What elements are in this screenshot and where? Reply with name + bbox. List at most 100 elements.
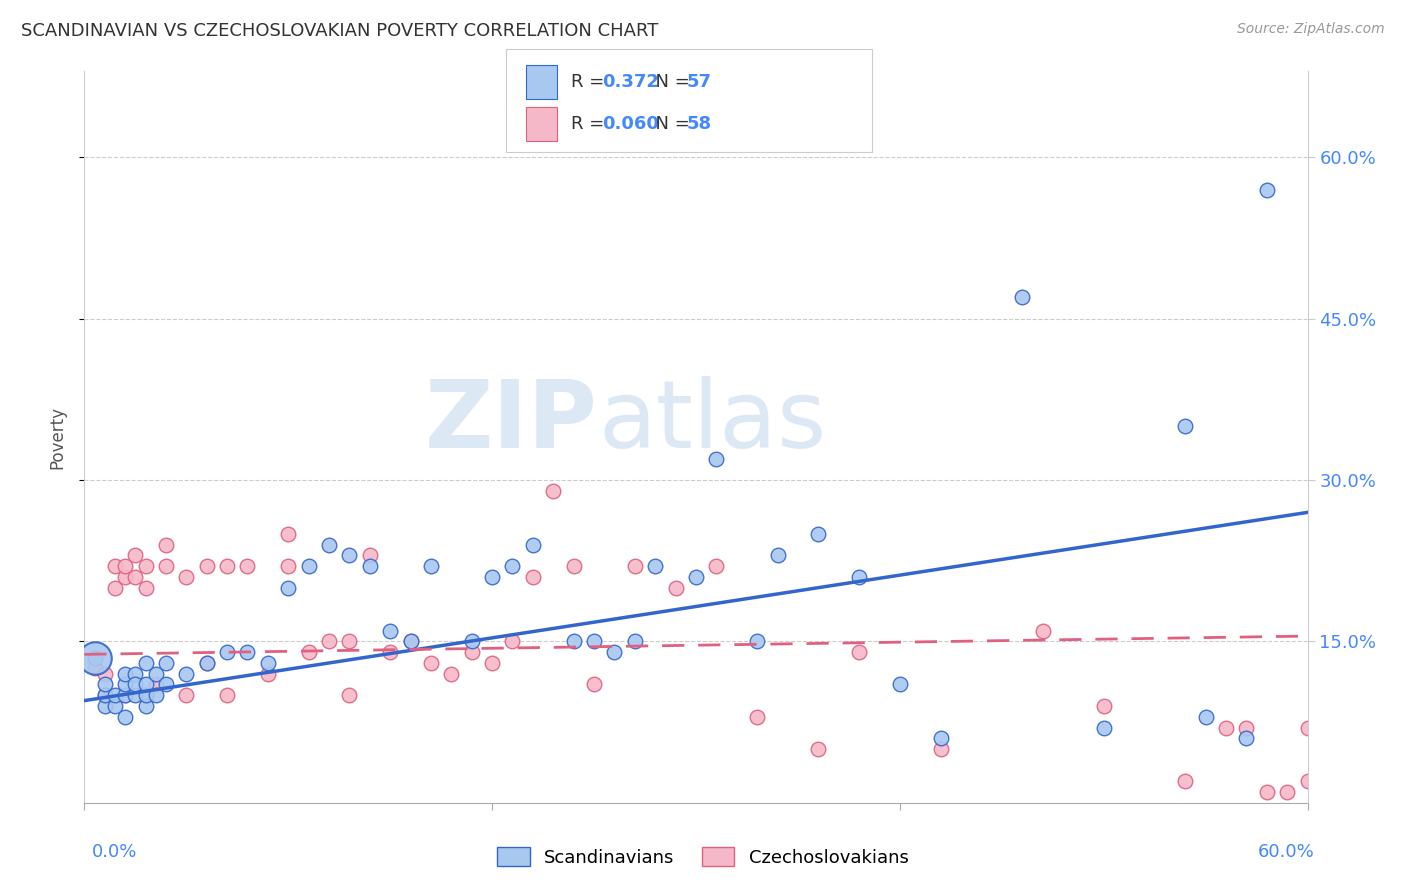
Point bbox=[1296, 774, 1319, 789]
Point bbox=[217, 688, 239, 702]
Point bbox=[1032, 624, 1054, 638]
Point bbox=[502, 559, 524, 574]
Point bbox=[359, 559, 381, 574]
Point bbox=[929, 742, 952, 756]
Point bbox=[685, 570, 707, 584]
Text: 0.0%: 0.0% bbox=[91, 843, 136, 861]
Point bbox=[644, 559, 666, 574]
Point bbox=[706, 451, 728, 466]
Point bbox=[135, 656, 157, 670]
Point bbox=[93, 688, 115, 702]
Point bbox=[124, 688, 146, 702]
Point bbox=[104, 688, 127, 702]
Text: atlas: atlas bbox=[598, 376, 827, 468]
Point bbox=[706, 559, 728, 574]
Point bbox=[1092, 698, 1115, 713]
Point bbox=[114, 677, 136, 691]
Point bbox=[135, 688, 157, 702]
Point bbox=[155, 538, 177, 552]
Point bbox=[420, 656, 443, 670]
Point bbox=[236, 645, 259, 659]
Point bbox=[217, 645, 239, 659]
Point bbox=[114, 688, 136, 702]
Point bbox=[277, 527, 299, 541]
Point bbox=[807, 742, 830, 756]
Point bbox=[929, 731, 952, 746]
Point bbox=[848, 645, 870, 659]
Point bbox=[93, 698, 115, 713]
Point bbox=[114, 688, 136, 702]
Point bbox=[114, 666, 136, 681]
Y-axis label: Poverty: Poverty bbox=[48, 406, 66, 468]
Point bbox=[461, 645, 484, 659]
Point bbox=[562, 559, 585, 574]
Point bbox=[155, 677, 177, 691]
Point bbox=[124, 677, 146, 691]
Point bbox=[807, 527, 830, 541]
Point bbox=[318, 538, 340, 552]
Point bbox=[277, 581, 299, 595]
Point bbox=[603, 645, 626, 659]
Point bbox=[359, 549, 381, 563]
Point bbox=[1277, 785, 1299, 799]
Point bbox=[114, 570, 136, 584]
Point bbox=[257, 666, 280, 681]
Point bbox=[174, 688, 197, 702]
Point bbox=[339, 634, 361, 648]
Point bbox=[562, 634, 585, 648]
Point bbox=[135, 581, 157, 595]
Text: R =: R = bbox=[571, 115, 610, 133]
Point bbox=[522, 538, 544, 552]
Point bbox=[339, 549, 361, 563]
Point bbox=[114, 710, 136, 724]
Point bbox=[318, 634, 340, 648]
Point bbox=[174, 666, 197, 681]
Point bbox=[83, 650, 105, 665]
Text: SCANDINAVIAN VS CZECHOSLOVAKIAN POVERTY CORRELATION CHART: SCANDINAVIAN VS CZECHOSLOVAKIAN POVERTY … bbox=[21, 22, 658, 40]
Point bbox=[543, 483, 565, 498]
Point bbox=[93, 677, 115, 691]
Point bbox=[1215, 721, 1237, 735]
Point bbox=[1296, 721, 1319, 735]
Point bbox=[747, 710, 769, 724]
Point bbox=[502, 634, 524, 648]
Text: 57: 57 bbox=[686, 73, 711, 91]
Point bbox=[93, 666, 115, 681]
Point bbox=[145, 677, 167, 691]
Point bbox=[135, 559, 157, 574]
Point bbox=[339, 688, 361, 702]
Point bbox=[889, 677, 911, 691]
Point bbox=[155, 656, 177, 670]
Point bbox=[665, 581, 688, 595]
Legend: Scandinavians, Czechoslovakians: Scandinavians, Czechoslovakians bbox=[491, 840, 915, 874]
Point bbox=[481, 570, 503, 584]
Point bbox=[848, 570, 870, 584]
Text: Source: ZipAtlas.com: Source: ZipAtlas.com bbox=[1237, 22, 1385, 37]
Point bbox=[1174, 774, 1197, 789]
Point bbox=[145, 688, 167, 702]
Point bbox=[583, 677, 606, 691]
Point bbox=[1011, 290, 1033, 304]
Point bbox=[298, 559, 321, 574]
Point bbox=[766, 549, 789, 563]
Point bbox=[104, 559, 127, 574]
Text: 0.372: 0.372 bbox=[602, 73, 658, 91]
Text: N =: N = bbox=[644, 115, 696, 133]
Point bbox=[174, 570, 197, 584]
Point bbox=[522, 570, 544, 584]
Text: 58: 58 bbox=[686, 115, 711, 133]
Point bbox=[195, 559, 218, 574]
Point bbox=[461, 634, 484, 648]
Point bbox=[1174, 419, 1197, 434]
Point bbox=[399, 634, 422, 648]
Point bbox=[440, 666, 463, 681]
Point bbox=[83, 661, 105, 675]
Text: ZIP: ZIP bbox=[425, 376, 598, 468]
Point bbox=[624, 559, 647, 574]
Point bbox=[135, 688, 157, 702]
Point bbox=[195, 656, 218, 670]
Point bbox=[380, 624, 402, 638]
Point bbox=[155, 559, 177, 574]
Point bbox=[135, 698, 157, 713]
Point bbox=[104, 581, 127, 595]
